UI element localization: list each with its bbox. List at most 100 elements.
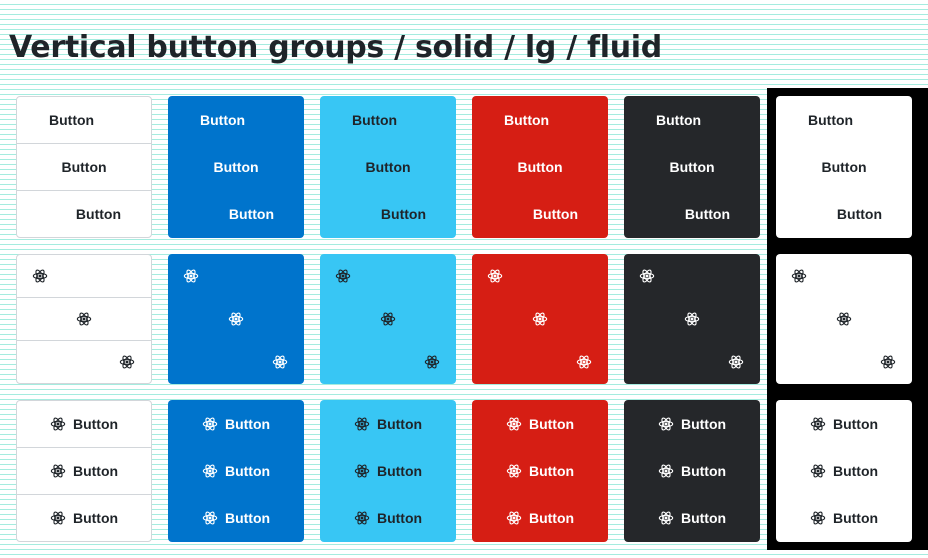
button-group-dark-icon <box>624 254 760 384</box>
button-label: Button <box>72 510 119 526</box>
button-label: Button <box>224 415 271 432</box>
react-atom-icon <box>380 311 396 327</box>
group-button[interactable] <box>17 340 151 383</box>
react-atom-icon <box>424 354 440 370</box>
button-label: Button <box>528 510 575 527</box>
group-button[interactable]: Button <box>624 96 760 143</box>
group-button[interactable] <box>776 254 912 297</box>
react-atom-icon <box>506 510 522 526</box>
react-atom-icon <box>728 354 744 370</box>
button-label: Button <box>832 462 879 479</box>
group-button[interactable]: Button <box>17 97 151 143</box>
group-button[interactable] <box>624 254 760 297</box>
group-button[interactable]: Button <box>320 447 456 494</box>
group-button[interactable]: Button <box>776 495 912 542</box>
group-button[interactable]: Button <box>168 143 304 190</box>
react-atom-icon <box>354 416 370 432</box>
group-button[interactable]: Button <box>472 447 608 494</box>
button-label: Button <box>213 158 259 175</box>
group-button[interactable] <box>17 297 151 340</box>
button-group-default-text: Button Button Button <box>16 96 152 238</box>
react-atom-icon <box>487 268 503 284</box>
group-button[interactable]: Button <box>776 143 912 190</box>
button-label: Button <box>821 158 867 175</box>
button-group-default-icon <box>16 254 152 384</box>
group-button[interactable] <box>17 255 151 297</box>
react-atom-icon <box>50 510 66 526</box>
group-button[interactable] <box>320 254 456 297</box>
group-button[interactable] <box>320 297 456 340</box>
group-button[interactable]: Button <box>624 447 760 494</box>
group-button[interactable]: Button <box>17 401 151 447</box>
button-label: Button <box>352 111 398 128</box>
group-button[interactable]: Button <box>624 400 760 447</box>
group-button[interactable] <box>624 341 760 384</box>
group-button[interactable] <box>320 341 456 384</box>
button-label: Button <box>832 415 879 432</box>
group-button[interactable] <box>472 341 608 384</box>
button-label: Button <box>365 158 411 175</box>
group-button[interactable]: Button <box>624 495 760 542</box>
group-button[interactable]: Button <box>320 96 456 143</box>
react-atom-icon <box>183 268 199 284</box>
button-label: Button <box>680 415 727 432</box>
group-button[interactable] <box>776 297 912 340</box>
button-label: Button <box>532 206 578 223</box>
group-button[interactable]: Button <box>472 96 608 143</box>
group-button[interactable]: Button <box>168 447 304 494</box>
button-label: Button <box>376 462 423 479</box>
group-button[interactable]: Button <box>776 400 912 447</box>
react-atom-icon <box>684 311 700 327</box>
button-group-danger-icon-text: Button Button Button <box>472 400 608 542</box>
button-label: Button <box>200 111 246 128</box>
group-button[interactable] <box>168 341 304 384</box>
group-button[interactable]: Button <box>472 400 608 447</box>
group-button[interactable]: Button <box>168 191 304 238</box>
page-title: Vertical button groups / solid / lg / fl… <box>9 30 662 65</box>
group-button[interactable]: Button <box>320 191 456 238</box>
group-button[interactable]: Button <box>624 143 760 190</box>
group-button[interactable] <box>776 341 912 384</box>
react-atom-icon <box>228 311 244 327</box>
react-atom-icon <box>506 463 522 479</box>
group-button[interactable]: Button <box>472 495 608 542</box>
react-atom-icon <box>202 416 218 432</box>
react-atom-icon <box>639 268 655 284</box>
group-button[interactable]: Button <box>17 143 151 190</box>
react-atom-icon <box>50 416 66 432</box>
group-button[interactable] <box>624 297 760 340</box>
group-button[interactable]: Button <box>17 447 151 494</box>
button-group-inverse-text: Button Button Button <box>776 96 912 238</box>
button-label: Button <box>528 462 575 479</box>
group-button[interactable]: Button <box>472 143 608 190</box>
group-button[interactable] <box>168 254 304 297</box>
group-button[interactable]: Button <box>624 191 760 238</box>
group-button[interactable] <box>472 254 608 297</box>
group-button[interactable]: Button <box>320 400 456 447</box>
group-button[interactable]: Button <box>168 96 304 143</box>
group-button[interactable]: Button <box>320 143 456 190</box>
react-atom-icon <box>202 463 218 479</box>
group-button[interactable]: Button <box>168 400 304 447</box>
group-button[interactable]: Button <box>17 190 151 237</box>
button-group-default-icon-text: Button Button Button <box>16 400 152 542</box>
group-button[interactable]: Button <box>17 494 151 541</box>
button-label: Button <box>72 463 119 479</box>
react-atom-icon <box>119 354 135 370</box>
group-button[interactable]: Button <box>776 191 912 238</box>
group-button[interactable] <box>472 297 608 340</box>
button-label: Button <box>376 510 423 527</box>
group-button[interactable]: Button <box>472 191 608 238</box>
group-button[interactable]: Button <box>776 447 912 494</box>
button-label: Button <box>228 206 274 223</box>
react-atom-icon <box>50 463 66 479</box>
group-button[interactable]: Button <box>168 495 304 542</box>
button-label: Button <box>832 510 879 527</box>
button-label: Button <box>680 462 727 479</box>
group-button[interactable] <box>168 297 304 340</box>
button-group-primary-text: Button Button Button <box>168 96 304 238</box>
group-button[interactable]: Button <box>320 495 456 542</box>
group-button[interactable]: Button <box>776 96 912 143</box>
button-label: Button <box>517 158 563 175</box>
button-label: Button <box>61 159 107 175</box>
